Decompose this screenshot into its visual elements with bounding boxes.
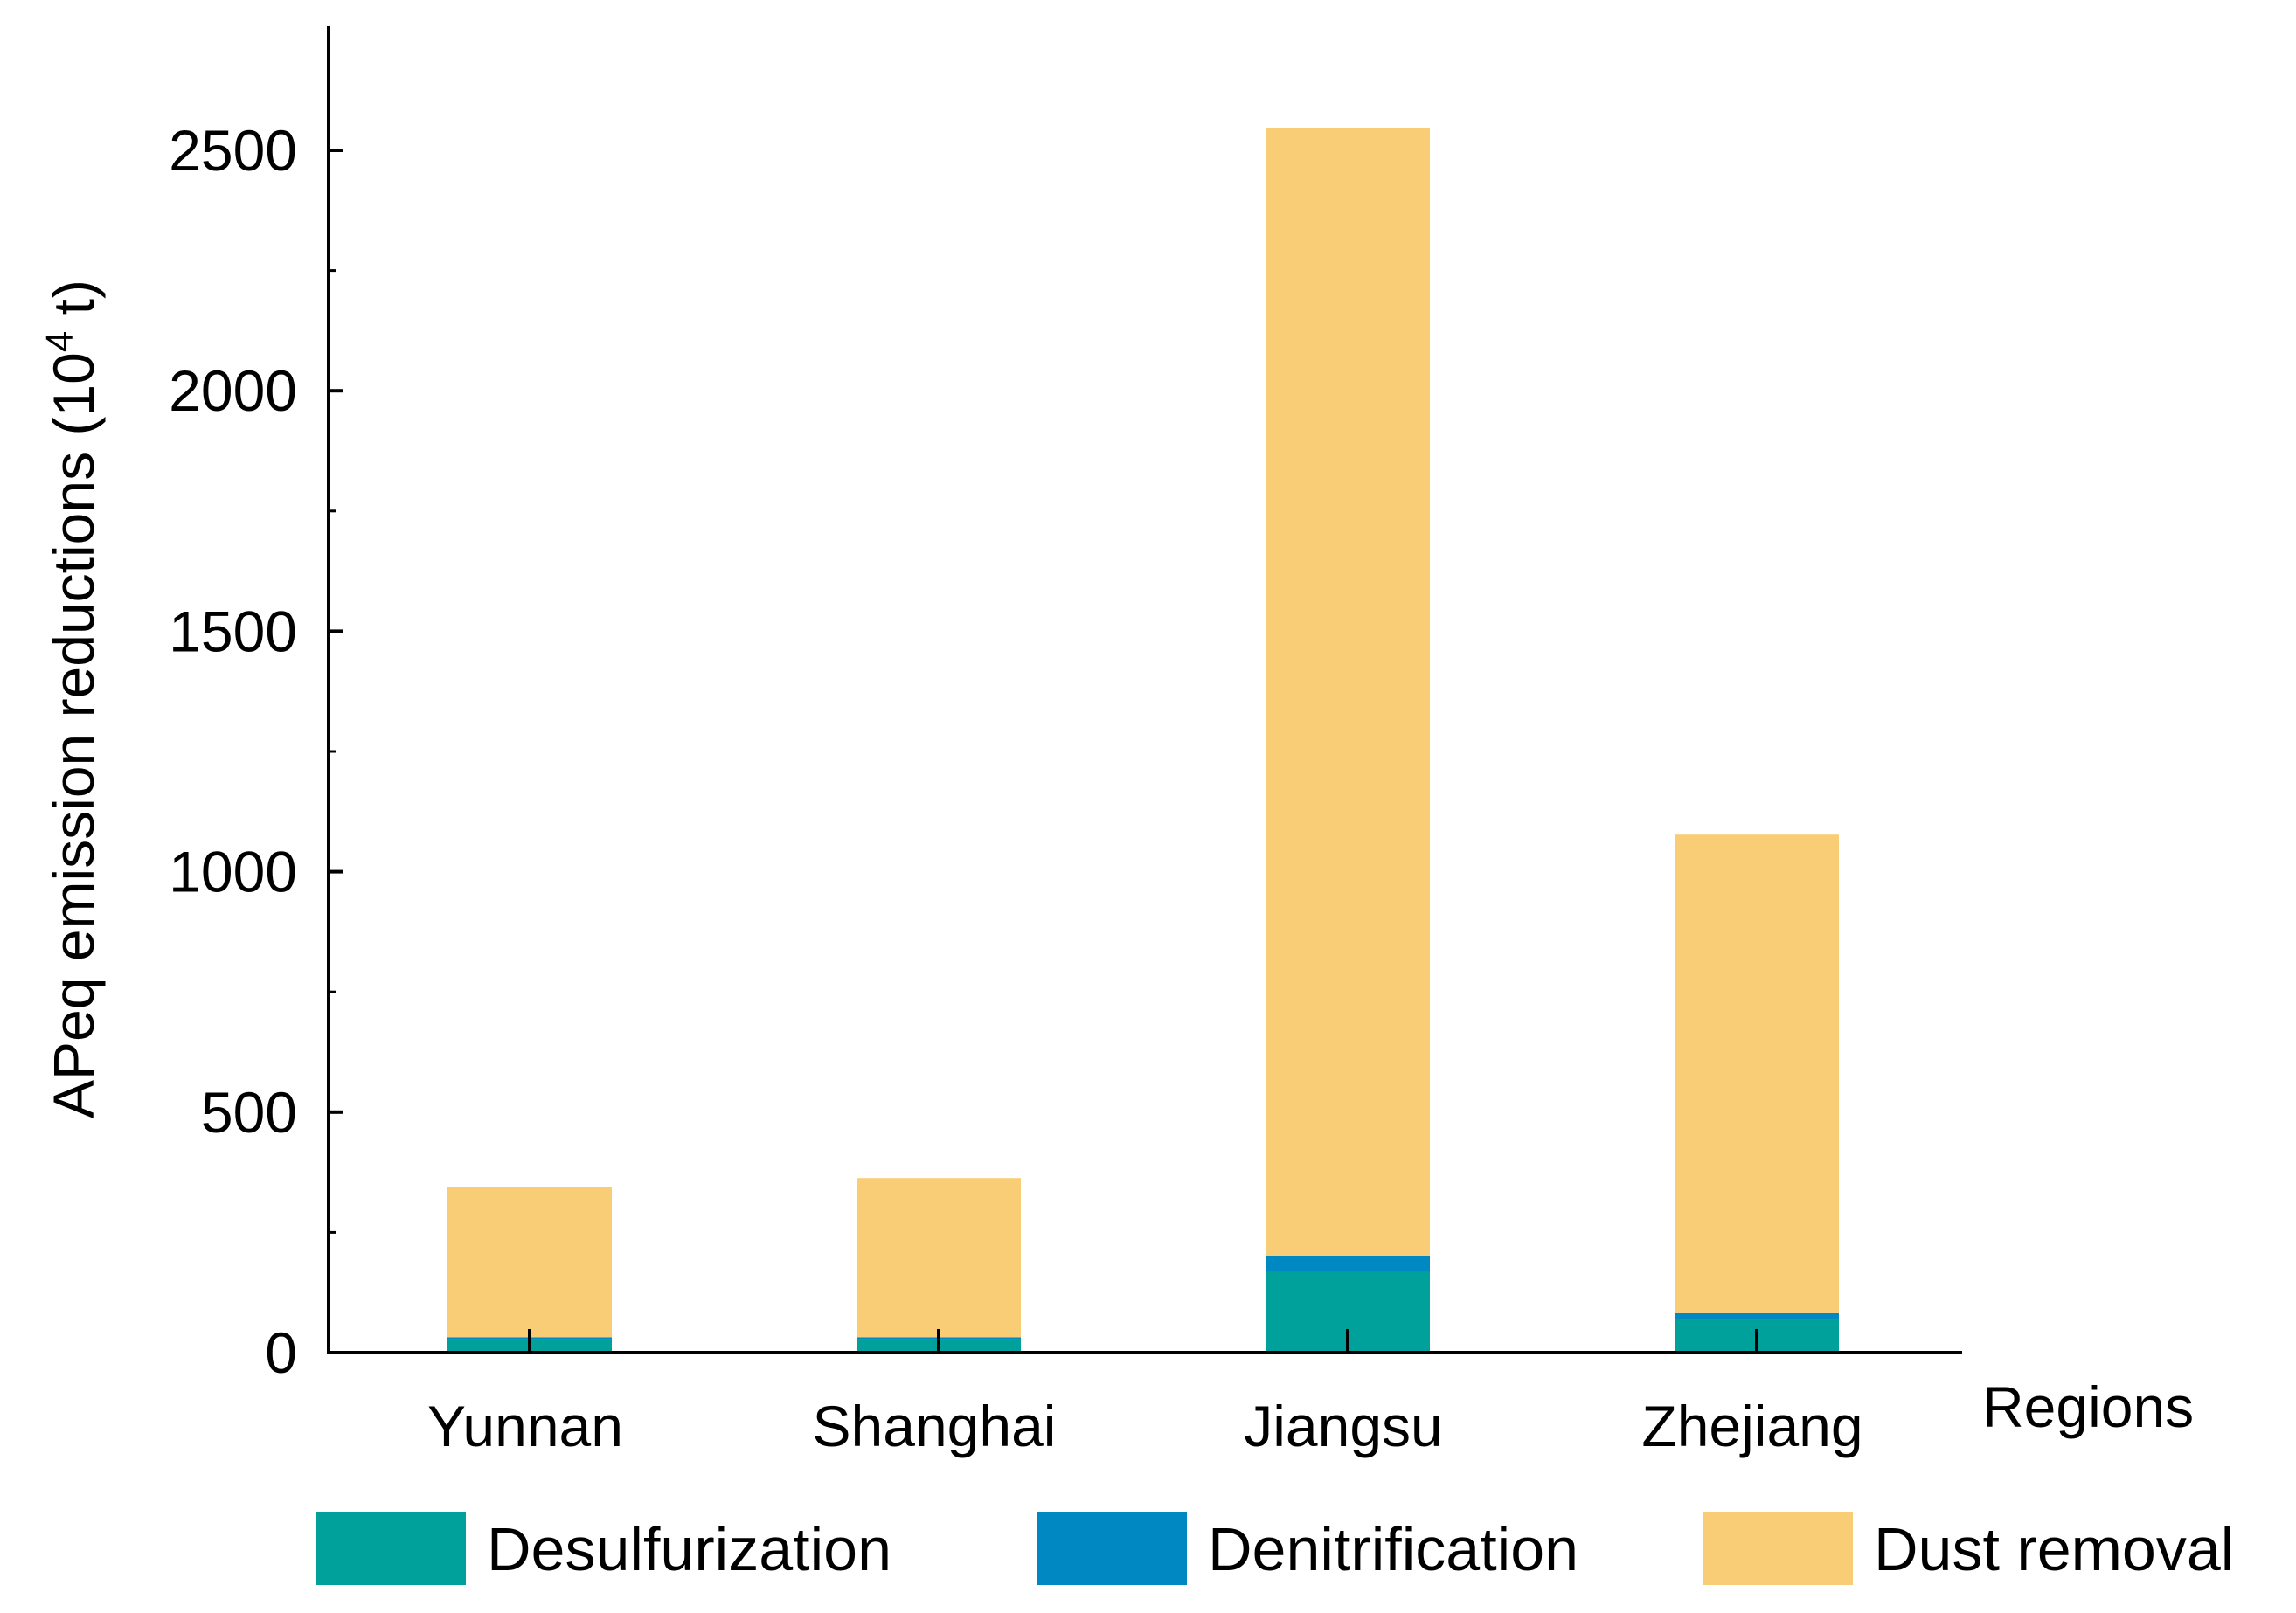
y-tick-label-500: 500 — [201, 1080, 297, 1145]
legend: Desulfurization Denitrification Dust remov… — [316, 1512, 2234, 1585]
y-axis-title-superscript: 4 — [38, 331, 81, 352]
legend-label-desulfurization: Desulfurization — [487, 1515, 891, 1583]
x-axis-title: Regions — [1982, 1374, 2194, 1439]
x-ticks — [528, 1329, 1758, 1353]
legend-swatch-desulfurization — [316, 1512, 466, 1585]
x-tick-label-zhejiang: Zhejiang — [1641, 1394, 1862, 1458]
bar-shanghai-dust-removal — [857, 1178, 1021, 1338]
y-axis-title-main: APeq emission reductions (10 — [41, 352, 106, 1118]
y-tick-label-2000: 2000 — [169, 358, 297, 423]
x-tick-labels: Yunnan Shanghai Jiangsu Zhejiang — [427, 1394, 1863, 1458]
bar-jiangsu-denitrification — [1266, 1256, 1430, 1272]
y-tick-label-2500: 2500 — [169, 118, 297, 183]
legend-label-dust-removal: Dust removal — [1874, 1515, 2234, 1583]
bar-yunnan-dust-removal — [447, 1187, 612, 1338]
y-tick-label-1000: 1000 — [169, 840, 297, 904]
bars-group — [447, 128, 1839, 1353]
y-tick-label-0: 0 — [265, 1320, 297, 1385]
y-axis-title-suffix: t) — [41, 280, 106, 331]
y-ticks: 0 500 1000 1500 2000 2500 — [169, 118, 343, 1385]
x-tick-label-yunnan: Yunnan — [427, 1394, 623, 1458]
bar-zhejiang-denitrification — [1675, 1312, 1839, 1320]
bar-zhejiang-dust-removal — [1675, 834, 1839, 1313]
y-axis-title: APeq emission reductions (104 t) — [38, 280, 106, 1118]
legend-swatch-dust-removal — [1703, 1512, 1853, 1585]
legend-label-denitrification: Denitrification — [1208, 1515, 1578, 1583]
y-tick-label-1500: 1500 — [169, 599, 297, 663]
x-tick-label-shanghai: Shanghai — [813, 1394, 1057, 1458]
bar-jiangsu-dust-removal — [1266, 128, 1430, 1256]
legend-swatch-denitrification — [1037, 1512, 1187, 1585]
x-tick-label-jiangsu: Jiangsu — [1244, 1394, 1443, 1458]
